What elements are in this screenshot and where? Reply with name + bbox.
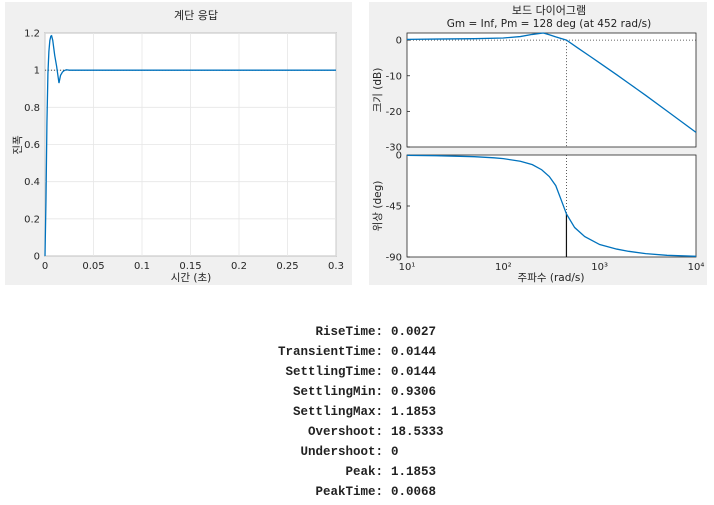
bode-diagram-chart: 보드 다이어그램 Gm = Inf, Pm = 128 deg (at 452 …: [371, 4, 705, 284]
step-info-row: SettlingMax: 1.1853: [150, 402, 510, 422]
step-info-value: 0: [391, 445, 399, 459]
bode-title: 보드 다이어그램: [512, 4, 586, 17]
step-info-key: SettlingMax:: [292, 405, 383, 419]
bode-magnitude-ylabel: 크기 (dB): [372, 68, 384, 113]
step-info-row: Overshoot: 18.5333: [150, 422, 510, 442]
step-info-value: 18.5333: [391, 425, 444, 439]
step-info-value: 1.1853: [391, 465, 437, 479]
step-info-row: TransientTime: 0.0144: [150, 342, 510, 362]
step-info-key: SettlingTime:: [285, 365, 383, 379]
bode-magnitude-plot-area: [406, 32, 697, 148]
step-y-tick-label: 1.2: [24, 29, 40, 40]
step-info-value: 0.0144: [391, 345, 437, 359]
step-response-line: [44, 34, 336, 257]
bode-phase-line: [406, 154, 697, 257]
bode-phase-ylabel: 위상 (deg): [371, 181, 384, 232]
step-info-separator: [383, 362, 391, 382]
bode-x-tick-label: 10³: [591, 262, 608, 273]
step-info-row: SettlingTime: 0.0144: [150, 362, 510, 382]
bode-x-tick-label: 10¹: [399, 262, 416, 273]
step-info-separator: [383, 342, 391, 362]
step-info-separator: [383, 462, 391, 482]
step-x-tick-label: 0.3: [328, 261, 344, 272]
step-y-tick-label: 0.4: [24, 177, 40, 188]
step-xlabel: 시간 (초): [171, 272, 212, 284]
step-info-row: PeakTime: 0.0068: [150, 482, 510, 502]
step-info-value: 0.9306: [391, 385, 437, 399]
step-info-separator: [383, 442, 391, 462]
bode-xlabel: 주파수 (rad/s): [518, 272, 585, 284]
bode-magnitude-y-tick-label: -10: [386, 71, 402, 82]
bode-phase-y-tick-label: -45: [386, 202, 402, 213]
step-x-tick-label: 0.1: [134, 261, 150, 272]
step-info-row: RiseTime: 0.0027: [150, 322, 510, 342]
step-info-key: PeakTime:: [315, 485, 383, 499]
step-ylabel: 진폭: [12, 135, 24, 155]
step-y-ticks: 0 0.2 0.4 0.6 0.8 1 1.2: [24, 29, 40, 263]
step-info-key: SettlingMin:: [292, 385, 383, 399]
step-info-value: 0.0027: [391, 325, 437, 339]
step-info-key: RiseTime:: [315, 325, 383, 339]
step-info-key: TransientTime:: [277, 345, 383, 359]
step-info-row: SettlingMin: 0.9306: [150, 382, 510, 402]
bode-x-tick-label: 10⁴: [688, 262, 705, 273]
step-info-key: Overshoot:: [307, 425, 383, 439]
step-info-row: Peak: 1.1853: [150, 462, 510, 482]
step-x-tick-label: 0.05: [82, 261, 104, 272]
step-x-tick-label: 0.15: [179, 261, 201, 272]
bode-diagram-figure: 보드 다이어그램 Gm = Inf, Pm = 128 deg (at 452 …: [369, 2, 707, 285]
step-info-key: Peak:: [345, 465, 383, 479]
step-info-row: Undershoot: 0: [150, 442, 510, 462]
bode-phase-y-tick-label: -90: [386, 253, 402, 264]
bode-phase-y-ticks: 0 -45 -90: [386, 151, 410, 264]
bode-magnitude-y-tick-label: -30: [386, 143, 402, 154]
bode-phase-y-tick-label: 0: [396, 151, 402, 162]
bode-magnitude-y-ticks: 0 -10 -20 -30: [386, 36, 410, 154]
step-info-separator: [383, 382, 391, 402]
step-y-tick-label: 0.8: [24, 103, 40, 114]
step-info-value: 1.1853: [391, 405, 437, 419]
step-info-value: 0.0068: [391, 485, 437, 499]
step-info-separator: [383, 402, 391, 422]
step-info-output: RiseTime: 0.0027 TransientTime: 0.0144 Settl…: [150, 322, 510, 502]
step-x-tick-label: 0.2: [231, 261, 247, 272]
step-y-tick-label: 0.2: [24, 214, 40, 225]
bode-magnitude-y-tick-label: -20: [386, 107, 402, 118]
step-info-key: Undershoot:: [300, 445, 383, 459]
step-y-tick-label: 1: [34, 66, 40, 77]
step-x-ticks: 0 0.05 0.1 0.15 0.2 0.25 0.3: [42, 261, 344, 272]
step-info-separator: [383, 482, 391, 502]
step-response-figure: 계단 응답 0 0.2 0.4 0.6 0.8 1 1.2 0 0.05 0.1 0.15 0.2 0…: [5, 2, 352, 285]
bode-x-tick-label: 10²: [495, 262, 512, 273]
step-title: 계단 응답: [174, 9, 218, 22]
step-response-chart: 계단 응답 00.20.40.60.811.2 0 0.05 0.1 0.15 0.2 0…: [12, 9, 344, 284]
step-x-tick-label: 0.25: [276, 261, 298, 272]
bode-magnitude-line: [406, 32, 697, 133]
step-info-value: 0.0144: [391, 365, 437, 379]
step-info-separator: [383, 322, 391, 342]
step-y-tick-label: 0.6: [24, 140, 40, 151]
bode-magnitude-y-tick-label: 0: [396, 36, 402, 47]
bode-phase-plot-area: [406, 154, 697, 258]
step-info-separator: [383, 422, 391, 442]
step-x-tick-label: 0: [42, 261, 48, 272]
step-y-tick-label: 0: [34, 252, 40, 263]
bode-x-ticks: 10¹ 10² 10³ 10⁴: [399, 262, 705, 273]
bode-subtitle: Gm = Inf, Pm = 128 deg (at 452 rad/s): [447, 18, 651, 30]
